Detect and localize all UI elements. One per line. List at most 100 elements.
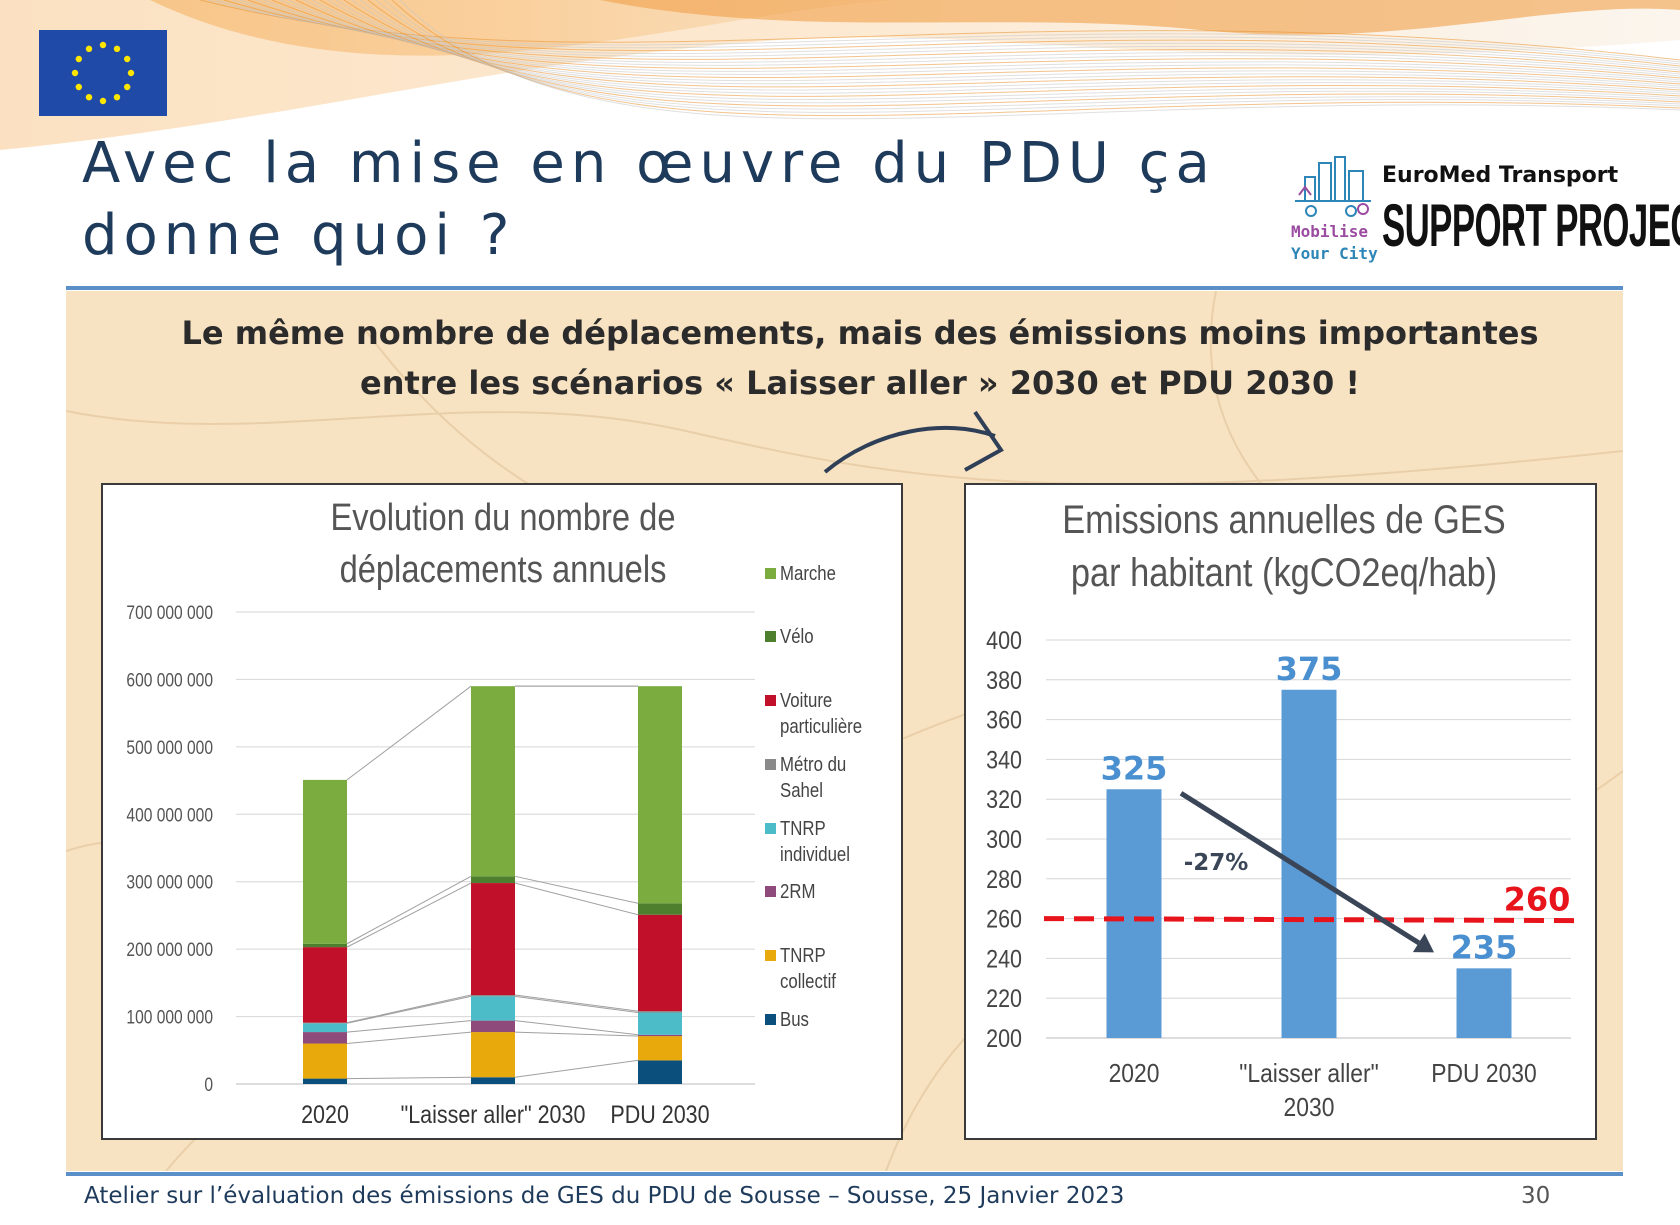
legend-label: 2RM xyxy=(780,880,815,903)
x-tick-label: 2020 xyxy=(301,1100,349,1128)
page-title: Avec la mise en œuvre du PDU ça donne qu… xyxy=(82,131,1216,268)
bar-segment-voiture-particuli-re xyxy=(638,914,682,1012)
y-tick-label: 200 000 000 xyxy=(126,939,213,961)
page-number: 30 xyxy=(1521,1183,1551,1209)
legend-label: TNRP xyxy=(780,944,826,967)
target-line-label: 260 xyxy=(1504,881,1571,919)
series-connector-line xyxy=(514,875,639,904)
bar-segment-voiture-particuli-re xyxy=(303,947,347,1023)
footer-text: Atelier sur l’évaluation des émissions d… xyxy=(84,1183,1125,1209)
subtitle-line-1: Le même nombre de déplacements, mais des… xyxy=(181,314,1539,352)
series-connector-line xyxy=(514,1031,639,1037)
y-tick-label: 320 xyxy=(986,786,1022,814)
bar-segment-2rm xyxy=(638,1034,682,1037)
eu-star-icon xyxy=(85,94,93,101)
y-tick-label: 220 xyxy=(986,985,1022,1013)
emissions-bar-chart: Emissions annuelles de GES par habitant (… xyxy=(986,497,1579,1123)
y-tick-label: 500 000 000 xyxy=(126,736,213,758)
reduction-arrowhead-icon xyxy=(1412,933,1434,953)
header-wave-decoration xyxy=(0,0,1680,150)
euromed-transport-logo: EuroMed Transport SUPPORT PROJECT xyxy=(1382,163,1680,263)
bar-segment-v-lo xyxy=(303,943,347,948)
y-tick-label: 300 xyxy=(986,825,1022,853)
emission-bar xyxy=(1106,789,1162,1038)
legend-label: Marche xyxy=(780,562,836,585)
bar-segment-m-tro-du-sahel xyxy=(638,1011,682,1013)
y-tick-label: 240 xyxy=(986,945,1022,973)
bar-segment-tnrp-collectif xyxy=(471,1032,515,1078)
y-tick-label: 380 xyxy=(986,666,1022,694)
bar-segment-bus xyxy=(303,1078,347,1084)
eu-star-icon xyxy=(99,41,107,49)
eu-star-icon xyxy=(75,55,82,63)
chart-title: Evolution du nombre de xyxy=(330,496,675,539)
legend-label: Sahel xyxy=(780,779,823,802)
x-tick-label: 2030 xyxy=(1284,1094,1335,1123)
bar-segment-2rm xyxy=(303,1032,347,1044)
legend-label: Bus xyxy=(780,1008,809,1031)
subtitle-line-2: entre les scénarios « Laisser aller » 20… xyxy=(359,364,1360,402)
series-connector-line xyxy=(346,1031,472,1045)
y-tick-label: 100 000 000 xyxy=(126,1006,213,1028)
legend-label: particulière xyxy=(780,715,862,738)
y-tick-label: 200 xyxy=(986,1024,1022,1052)
legend-swatch xyxy=(765,950,776,961)
footer-divider xyxy=(66,1172,1623,1176)
curved-arrow-icon xyxy=(823,410,1004,474)
legend-swatch xyxy=(765,1014,776,1025)
bar-segment-tnrp-individuel xyxy=(471,996,515,1021)
legend-label: Vélo xyxy=(780,625,814,648)
title-divider xyxy=(66,286,1623,290)
bar-segment-2rm xyxy=(471,1020,515,1033)
series-connector-line xyxy=(514,882,639,916)
bar-value-label: 375 xyxy=(1276,650,1343,688)
chart-title: déplacements annuels xyxy=(340,548,667,591)
bar-segment-m-tro-du-sahel xyxy=(303,1022,347,1024)
mobilise-your-city-logo: Mobilise Your City xyxy=(1285,155,1385,267)
y-tick-label: 400 xyxy=(986,626,1022,654)
mobilise-text: Mobilise xyxy=(1291,222,1369,241)
trips-chart-panel: Evolution du nombre de déplacements annue… xyxy=(101,483,903,1140)
x-tick-label: "Laisser aller" xyxy=(1239,1060,1378,1089)
x-tick-label: PDU 2030 xyxy=(610,1100,709,1128)
x-tick-label: 2020 xyxy=(1109,1060,1160,1089)
x-tick-label: "Laisser aller" 2030 xyxy=(401,1100,586,1128)
bar-segment-marche xyxy=(471,686,515,877)
series-connector-line xyxy=(514,994,639,1012)
emissions-chart-panel: Emissions annuelles de GES par habitant (… xyxy=(964,483,1597,1140)
series-connector-line xyxy=(514,995,639,1014)
bar-segment-tnrp-individuel xyxy=(638,1012,682,1035)
legend-label: individuel xyxy=(780,843,850,866)
eu-star-icon xyxy=(124,83,131,91)
bar-segment-tnrp-individuel xyxy=(303,1023,347,1033)
y-tick-label: 260 xyxy=(986,905,1022,933)
y-tick-label: 280 xyxy=(986,865,1022,893)
bar-segment-marche xyxy=(638,686,682,904)
legend-label: Voiture xyxy=(780,689,832,712)
legend-swatch xyxy=(765,695,776,706)
eu-star-icon xyxy=(127,69,135,77)
bar-segment-tnrp-collectif xyxy=(638,1036,682,1061)
series-connector-line xyxy=(346,882,472,948)
euromed-logo-top: EuroMed Transport xyxy=(1382,163,1619,188)
emission-bar xyxy=(1456,968,1512,1038)
series-connector-line xyxy=(346,995,472,1024)
eu-star-icon xyxy=(85,45,93,52)
euromed-logo-main: SUPPORT PROJECT xyxy=(1382,192,1680,259)
bar-segment-v-lo xyxy=(638,903,682,915)
y-tick-label: 600 000 000 xyxy=(126,669,213,691)
x-tick-label: PDU 2030 xyxy=(1431,1060,1536,1089)
y-tick-label: 360 xyxy=(986,706,1022,734)
reduction-arrow-line xyxy=(1179,791,1421,945)
eu-star-icon xyxy=(113,94,121,101)
legend-swatch xyxy=(765,759,776,770)
bar-segment-m-tro-du-sahel xyxy=(471,994,515,997)
series-connector-line xyxy=(346,994,472,1024)
y-tick-label: 300 000 000 xyxy=(126,871,213,893)
eu-star-icon xyxy=(113,45,121,52)
chart-title: par habitant (kgCO2eq/hab) xyxy=(1071,550,1497,595)
bar-value-label: 325 xyxy=(1101,749,1168,787)
eu-star-icon xyxy=(99,97,107,105)
series-connector-line xyxy=(346,1020,472,1033)
series-connector-line xyxy=(514,1059,639,1078)
